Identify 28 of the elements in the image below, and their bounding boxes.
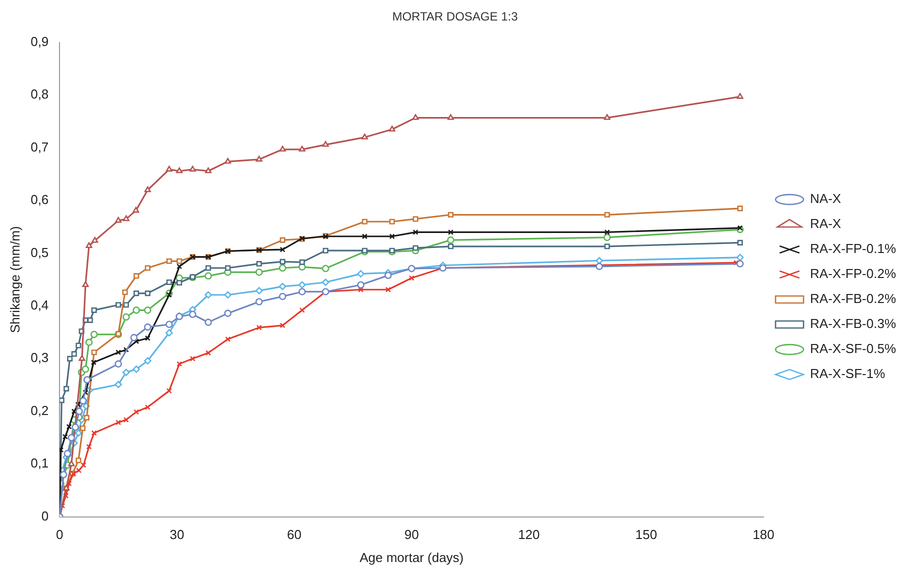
y-tick-label: 0,8 xyxy=(30,86,49,102)
x-tick-label: 120 xyxy=(518,527,540,542)
x-axis-title: Age mortar (days) xyxy=(360,550,464,565)
y-tick-label: 0,3 xyxy=(30,350,49,366)
legend-label: RA-X-FB-0.3% xyxy=(810,316,896,332)
y-tick-label: 0,9 xyxy=(30,34,49,49)
x-tick-label: 90 xyxy=(404,527,419,542)
y-tick-label: 0,2 xyxy=(30,402,49,418)
x-tick-label: 60 xyxy=(287,527,302,542)
legend-label: RA-X-SF-0.5% xyxy=(810,341,896,356)
y-tick-label: 0,5 xyxy=(30,244,49,260)
y-tick-label: 0,1 xyxy=(30,456,49,471)
legend-label: RA-X-FB-0.2% xyxy=(810,291,896,306)
y-tick-label: 0,4 xyxy=(30,298,49,313)
legend-label: RA-X-SF-1% xyxy=(810,366,886,382)
legend-label: RA-X xyxy=(810,216,842,232)
y-tick-label: 0,6 xyxy=(30,192,49,208)
x-tick-label: 30 xyxy=(170,527,184,542)
x-tick-label: 180 xyxy=(752,527,774,542)
legend-label: RA-X-FP-0.1% xyxy=(810,241,896,256)
x-tick-label: 150 xyxy=(635,527,658,542)
x-tick-label: 0 xyxy=(56,527,64,542)
y-tick-label: 0,7 xyxy=(30,139,49,154)
legend-label: NA-X xyxy=(810,191,842,206)
chart-title: MORTAR DOSAGE 1:3 xyxy=(392,10,518,24)
y-tick-label: 0 xyxy=(41,508,49,524)
y-axis-title: Shrikange (mm/m) xyxy=(7,226,22,334)
legend-label: RA-X-FP-0.2% xyxy=(810,266,896,282)
